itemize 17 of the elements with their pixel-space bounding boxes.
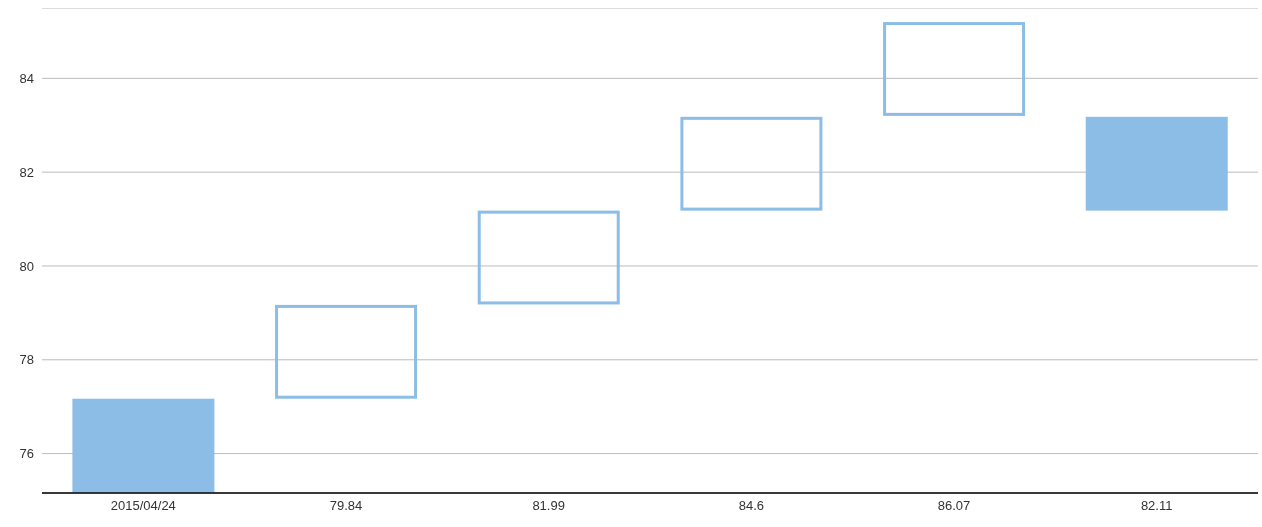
bar [275,304,418,399]
x-tick-label: 82.11 [1140,498,1173,514]
x-tick-label: 2015/04/24 [110,498,176,514]
y-tick-label: 84 [19,70,34,86]
bar [680,116,823,211]
x-tick-label: 79.84 [329,498,363,514]
y-tick-label: 76 [19,446,34,462]
x-tick-label: 86.07 [937,498,971,514]
y-tick-label: 82 [19,164,34,180]
y-tick-label: 80 [19,258,34,274]
bar [72,398,215,493]
x-tick-label: 84.6 [738,498,764,514]
y-tick-label: 78 [19,352,34,368]
bar [883,22,1026,116]
bar [1085,116,1228,211]
x-tick-label: 81.99 [532,498,565,514]
bar [477,210,620,305]
